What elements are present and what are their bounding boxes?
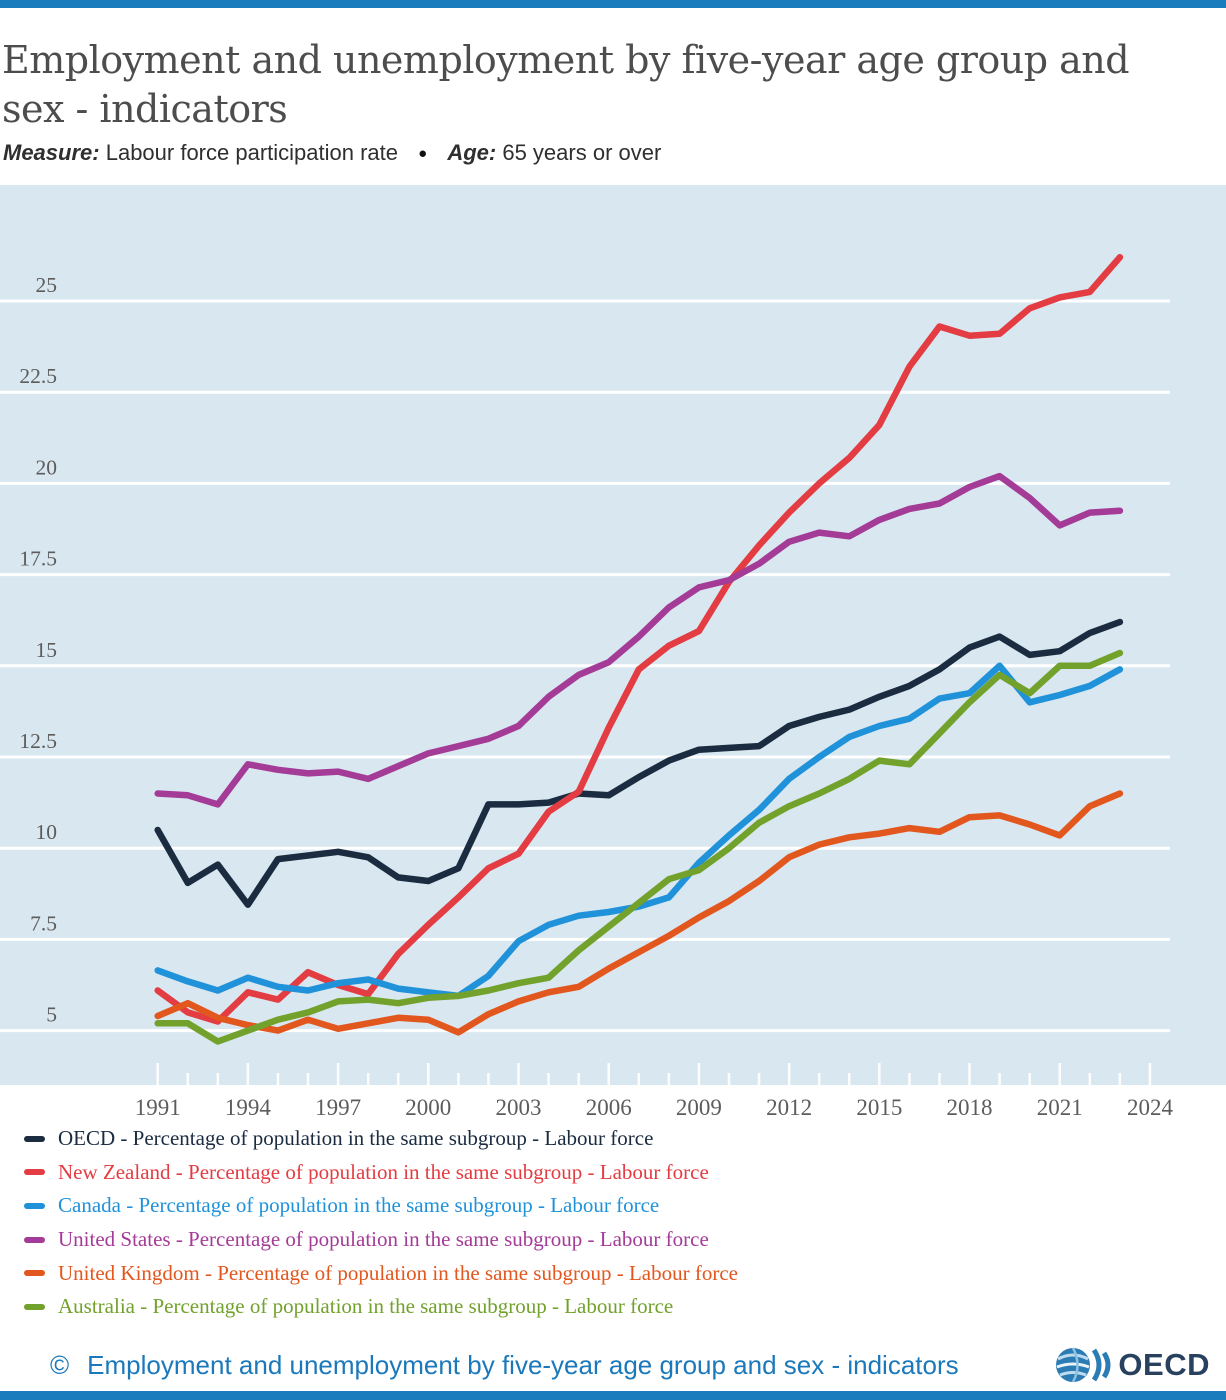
page-title: Employment and unemployment by five-year… [2,38,1130,131]
oecd-globe-icon [1056,1347,1111,1383]
legend-item: OECD - Percentage of population in the s… [24,1122,738,1156]
measure-label: Measure: [3,140,100,165]
legend-label: Australia - Percentage of population in … [58,1294,674,1319]
x-axis-tick-label: 1997 [315,1095,361,1120]
measure-value: Labour force participation rate [105,140,399,165]
x-axis-tick-label: 2012 [766,1095,812,1120]
chart-legend: OECD - Percentage of population in the s… [24,1122,738,1324]
legend-swatch [24,1303,45,1310]
oecd-logo: OECD [1054,1344,1210,1386]
y-axis-tick-label: 17.5 [19,547,57,571]
series-line-australia [154,649,1124,1045]
legend-swatch [24,1236,45,1243]
y-axis-tick-label: 5 [46,1003,57,1027]
x-axis-tick-label: 2000 [405,1095,451,1120]
copyright-symbol: © [50,1349,70,1380]
chart-canvas: 5 7.5 10 12.5 15 17.5 20 22.5 25 1991 1994 1997 2000… [0,185,1226,1120]
series-line-new-zealand [154,253,1124,1025]
footer-citation-text: Employment and unemployment by five-year… [87,1349,959,1380]
legend-label: Canada - Percentage of population in the… [58,1193,660,1218]
footer: © Employment and unemployment by five-yea… [50,1344,1210,1386]
x-axis-tick-label: 2015 [856,1095,902,1120]
x-axis-tick-label: 2021 [1037,1095,1083,1120]
legend-label: New Zealand - Percentage of population i… [58,1159,709,1184]
legend-item: Australia - Percentage of population in … [24,1290,738,1324]
footer-citation: © Employment and unemployment by five-yea… [50,1350,1054,1381]
x-axis-tick-label: 2003 [496,1095,542,1120]
legend-item: United Kingdom - Percentage of populatio… [24,1256,738,1290]
y-axis-tick-label: 15 [36,638,58,662]
series-line-united-states [154,472,1124,808]
legend-item: United States - Percentage of population… [24,1223,738,1257]
legend-item: Canada - Percentage of population in the… [24,1189,738,1223]
y-axis-tick-label: 20 [36,455,58,479]
oecd-logo-text: OECD [1118,1347,1210,1382]
legend-swatch [24,1270,45,1277]
x-axis-tick-label: 2024 [1127,1095,1174,1120]
legend-label: United Kingdom - Percentage of populatio… [58,1260,738,1285]
legend-label: United States - Percentage of population… [58,1227,709,1252]
age-label: Age: [447,140,497,165]
legend-item: New Zealand - Percentage of population i… [24,1156,738,1190]
y-axis-tick-label: 12.5 [19,729,57,753]
series-line-oecd [154,618,1124,908]
series-line-united-kingdom [154,790,1124,1036]
line-chart: 5 7.5 10 12.5 15 17.5 20 22.5 25 1991 1994 1997 2000… [0,185,1226,1120]
y-axis-tick-label: 22.5 [19,364,57,388]
top-accent-bar [0,0,1226,8]
legend-swatch [24,1135,45,1142]
y-axis-tick-label: 25 [36,273,58,297]
chart-subtitle: Measure: Labour force participation rate… [3,140,661,166]
legend-swatch [24,1202,45,1209]
y-axis-tick-label: 7.5 [30,911,57,935]
x-axis-tick-label: 1991 [135,1095,181,1120]
y-axis-tick-label: 10 [36,820,58,844]
age-value: 65 years or over [502,140,662,165]
x-axis-tick-label: 1994 [225,1095,272,1120]
separator-dot: ● [418,145,428,162]
legend-swatch [24,1169,45,1176]
legend-label: OECD - Percentage of population in the s… [58,1126,654,1151]
x-axis-tick-label: 2006 [586,1095,632,1120]
bottom-accent-bar [0,1391,1226,1400]
x-axis-tick-label: 2018 [947,1095,993,1120]
plot-area [0,185,1226,1085]
x-axis-tick-label: 2009 [676,1095,722,1120]
